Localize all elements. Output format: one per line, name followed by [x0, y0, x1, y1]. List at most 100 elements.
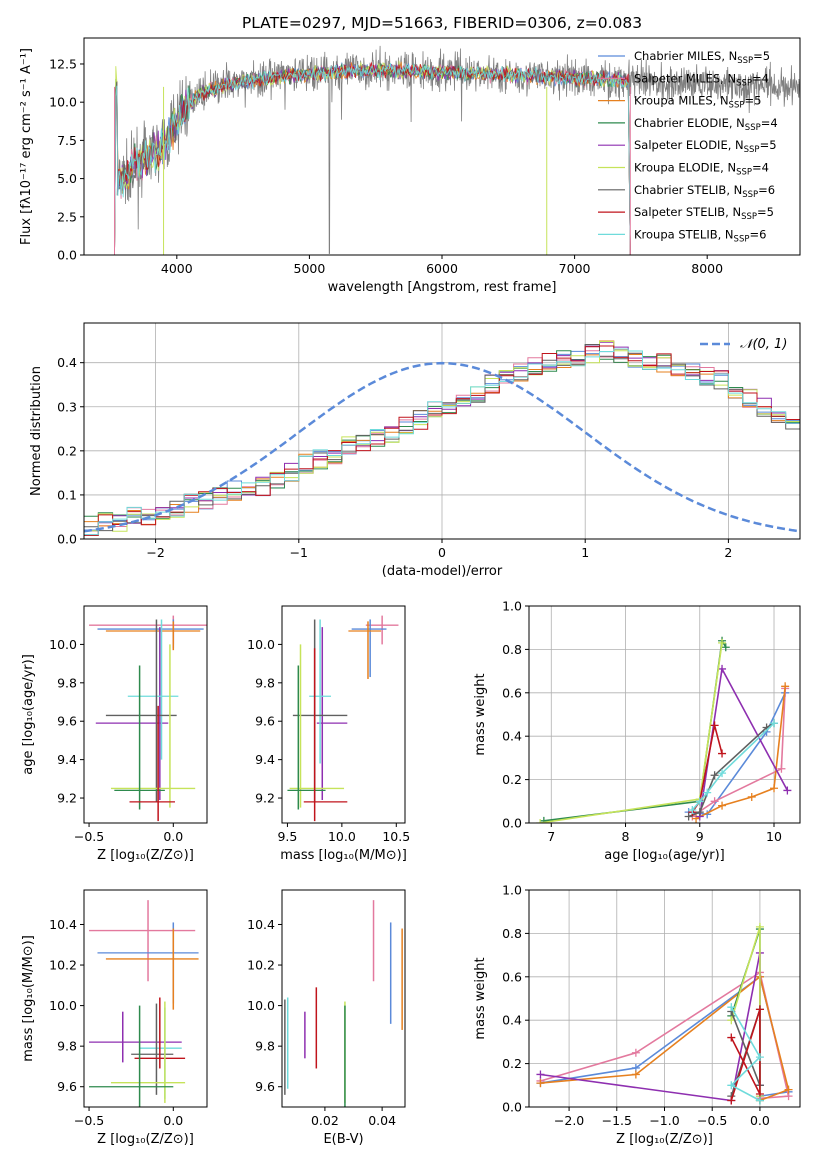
legend-sub: SSP: [745, 123, 761, 133]
point-chab_stelib: [131, 1003, 174, 1095]
y-tick-label: 0.2: [502, 1056, 522, 1071]
marker-kroupa_elodie: [755, 922, 764, 931]
legend-sub: SSP: [737, 56, 753, 66]
x-tick-label: −1.0: [649, 1113, 679, 1128]
marker-kroupa_stelib: [727, 1003, 736, 1012]
marker-salp_miles: [631, 1048, 640, 1057]
y-tick-label: 10.0: [247, 998, 275, 1013]
y-axis-label: mass weight: [473, 957, 488, 1039]
weight-vs-age-frame: 7 8 9 10 0.0 0.2 0.4 0.6 0.8 1.0 age [log₁₀(age/yr…: [473, 599, 801, 863]
point-kroupa_stelib: [309, 619, 331, 764]
legend-sub: SSP: [736, 168, 752, 178]
residual-hist-frame: −2 −1 0 1 2 0.0 0.1 0.2 0.3 0.4 (data-model)/error…: [29, 322, 801, 579]
y-tick-label: 0.2: [57, 443, 77, 458]
marker-chab_elodie: [721, 643, 730, 652]
marker-salp_stelib: [755, 1005, 764, 1014]
marker-chab_stelib: [710, 771, 719, 780]
marker-kroupa_stelib: [718, 769, 727, 778]
y-tick-label: 0.8: [502, 926, 522, 941]
point-salp_stelib: [303, 648, 348, 822]
y-tick-label: 0.3: [57, 399, 77, 414]
age-vs-z-frame: −0.5 0.0 9.2 9.4 9.6 9.8 10.0 Z [log₁₀(Z/Z⊙)] ag…: [21, 605, 208, 863]
y-tick-label: 0.0: [502, 816, 522, 831]
weight-vs-z-frame: −2.0 −1.5 −1.0 −0.5 0.0 0.0 0.2 0.4 0.6 0.8 1.0 Z […: [473, 883, 801, 1147]
y-tick-label: 5.0: [57, 171, 77, 186]
y-tick-label: 0.4: [502, 1013, 522, 1028]
y-tick-label: 0.0: [57, 532, 77, 547]
legend-sub: SSP: [742, 190, 758, 200]
age-vs-mass-axes: [287, 615, 399, 822]
point-salp_elodie: [316, 627, 348, 800]
point-chab_miles: [97, 619, 204, 649]
point-chab_miles: [351, 619, 387, 678]
marker-salp_elodie: [718, 664, 727, 673]
y-tick-label: 10.0: [49, 637, 77, 652]
legend-label: Kroupa ELODIE, NSSP=4: [634, 161, 769, 178]
residual-hist-plot: [84, 340, 800, 536]
y-tick-label: 0.2: [502, 772, 522, 787]
y-tick-label: 9.2: [255, 791, 275, 806]
marker-salp_stelib: [727, 1096, 736, 1105]
y-tick-label: 9.6: [255, 1079, 275, 1094]
y-tick-label: 0.0: [57, 248, 77, 263]
y-tick-label: 9.8: [255, 1039, 275, 1054]
y-tick-label: 1.0: [502, 883, 522, 898]
histogram-chab_stelib: [84, 344, 800, 532]
series-kroupa_stelib: [729, 1006, 761, 1102]
x-tick-label: 9.5: [277, 829, 297, 844]
legend-suffix: =5: [757, 205, 774, 219]
y-tick-label: 9.6: [57, 1079, 77, 1094]
x-tick-label: 7000: [559, 261, 591, 276]
point-kroupa_miles: [105, 621, 201, 651]
model-spectrum-kroupa_stelib: [114, 62, 631, 255]
x-tick-label: 0.04: [368, 1113, 396, 1128]
point-salp_miles: [365, 615, 399, 645]
y-tick-label: 10.4: [247, 917, 275, 932]
legend-suffix: =4: [752, 71, 769, 85]
marker-kroupa_miles: [781, 682, 790, 691]
marker-kroupa_miles: [631, 1070, 640, 1079]
legend-label: Chabrier ELODIE, NSSP=4: [634, 116, 778, 133]
marker-kroupa_stelib: [695, 797, 704, 806]
point-kroupa_elodie: [110, 644, 196, 808]
point-kroupa_stelib: [139, 1007, 182, 1099]
y-tick-label: 9.6: [57, 714, 77, 729]
x-tick-label: 7: [547, 829, 555, 844]
x-tick-label: 0.02: [311, 1113, 339, 1128]
weight-vs-z-plot: [536, 922, 793, 1105]
series-chab_elodie: [543, 638, 727, 822]
legend-label: Salpeter STELIB, NSSP=5: [634, 205, 774, 222]
point-kroupa_miles: [348, 621, 382, 679]
marker-kroupa_stelib: [755, 1096, 764, 1105]
point-chab_elodie: [287, 665, 326, 810]
mass-vs-z-frame: −0.5 0.0 9.6 9.8 10.0 10.2 10.4 Z [log₁₀(Z/Z⊙)]…: [21, 889, 208, 1147]
marker-kroupa_stelib: [770, 719, 779, 728]
x-axis-label: Z [log₁₀(Z/Z⊙)]: [97, 848, 194, 863]
marker-chab_stelib: [684, 812, 693, 821]
mass-vs-z-plot: [89, 900, 199, 1107]
weight-vs-age-axes: [529, 605, 800, 824]
histogram-kroupa_stelib: [84, 348, 800, 536]
x-axis-label: Z [log₁₀(Z/Z⊙)]: [616, 1132, 713, 1147]
legend-label: Salpeter ELODIE, NSSP=5: [634, 138, 777, 155]
x-tick-label: −0.5: [74, 1113, 104, 1128]
marker-kroupa_stelib: [703, 788, 712, 797]
legend-suffix: =4: [752, 161, 769, 175]
x-tick-label: 8: [622, 829, 630, 844]
y-tick-label: 9.8: [255, 675, 275, 690]
marker-salp_miles: [777, 764, 786, 773]
x-tick-label: −0.5: [697, 1113, 727, 1128]
legend: Chabrier MILES, NSSP=5 Salpeter MILES, NS…: [598, 49, 778, 244]
x-axis-label: mass [log₁₀(M/M⊙)]: [280, 848, 407, 863]
marker-kroupa_elodie: [718, 638, 727, 647]
series-salp_elodie: [540, 952, 761, 1102]
point-kroupa_elodie: [110, 1001, 186, 1103]
point-salp_miles: [89, 900, 196, 982]
x-axis-label: wavelength [Angstrom, rest frame]: [328, 280, 557, 295]
marker-kroupa_miles: [770, 784, 779, 793]
weight-vs-z-axes: [529, 889, 800, 1108]
legend-suffix: =5: [760, 138, 777, 152]
x-tick-label: −0.5: [74, 829, 104, 844]
x-tick-label: 6000: [426, 261, 458, 276]
marker-kroupa_elodie: [536, 819, 545, 823]
